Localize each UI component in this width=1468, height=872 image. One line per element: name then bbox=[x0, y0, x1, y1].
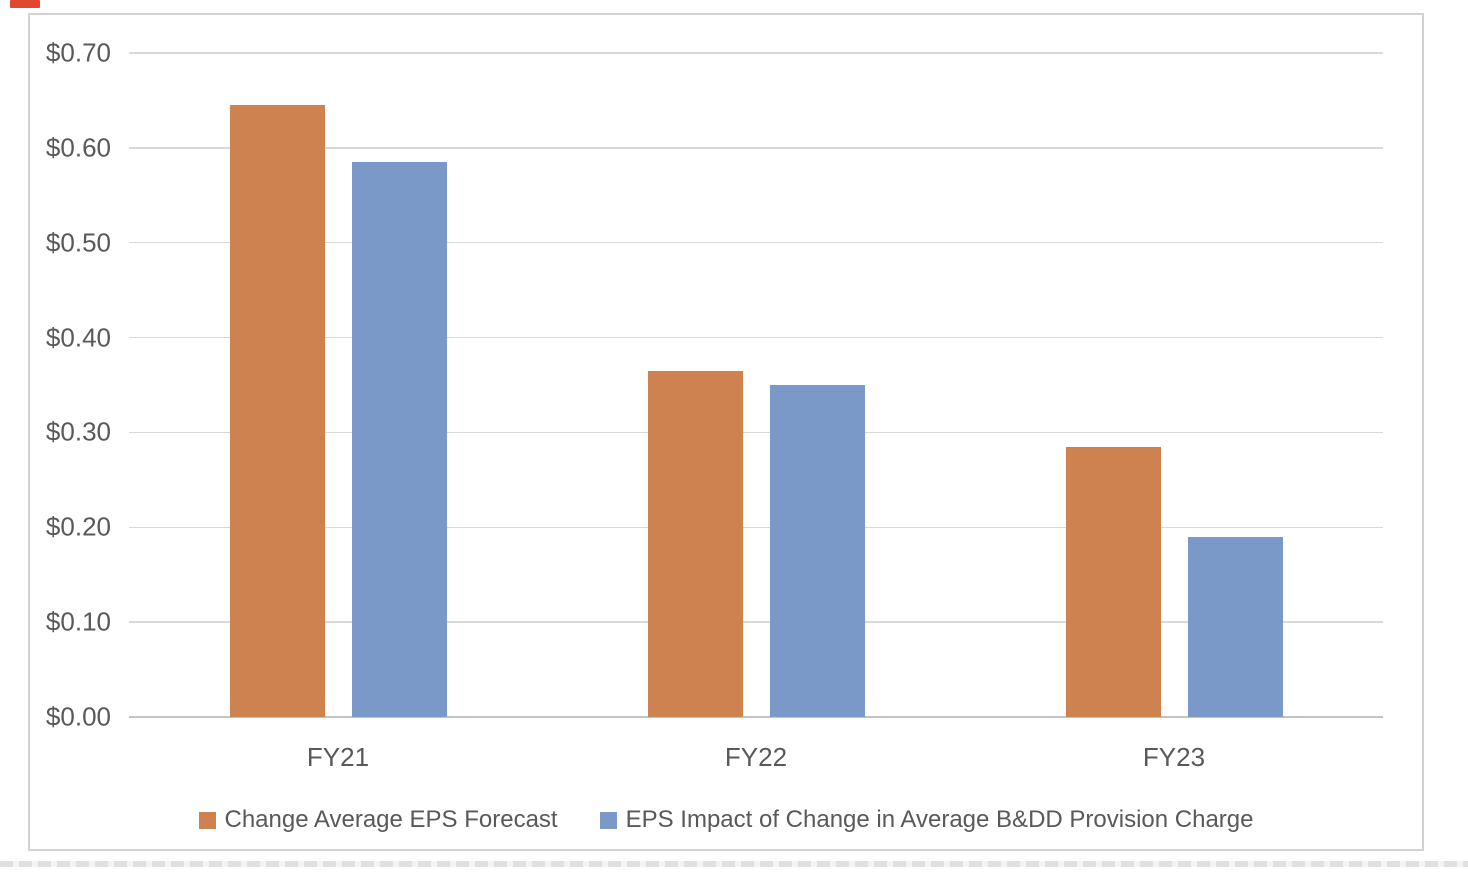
legend-item-2: EPS Impact of Change in Average B&DD Pro… bbox=[599, 806, 1254, 833]
gridline bbox=[129, 241, 1383, 244]
x-axis: FY21 FY22 FY23 bbox=[129, 742, 1383, 782]
bar-fy23-series-2 bbox=[1187, 536, 1283, 717]
y-tick-label: $0.30 bbox=[45, 416, 111, 447]
y-tick-label: $0.70 bbox=[45, 37, 111, 68]
gridline bbox=[129, 621, 1383, 623]
legend-item-1: Change Average EPS Forecast bbox=[198, 806, 558, 833]
bar-fy22-series-1 bbox=[647, 370, 743, 717]
y-tick-label: $0.40 bbox=[45, 322, 111, 353]
x-axis-baseline bbox=[129, 716, 1383, 718]
x-tick-label-fy21: FY21 bbox=[306, 742, 370, 772]
gridline bbox=[129, 431, 1383, 434]
legend-swatch-icon bbox=[599, 811, 617, 829]
y-tick-label: $0.00 bbox=[45, 701, 111, 732]
legend-label: EPS Impact of Change in Average B&DD Pro… bbox=[625, 806, 1254, 833]
y-tick-label: $0.60 bbox=[45, 132, 111, 163]
plot-area bbox=[129, 52, 1383, 718]
y-axis: $0.00 $0.10 $0.20 $0.30 $0.40 $0.50 $0.60 $0.70 bbox=[30, 38, 111, 732]
top-left-artifact-mark bbox=[10, 0, 40, 8]
x-tick-label-fy23: FY23 bbox=[1142, 742, 1206, 772]
x-tick-label-fy22: FY22 bbox=[724, 742, 788, 772]
legend-label: Change Average EPS Forecast bbox=[224, 806, 558, 833]
y-tick-label: $0.20 bbox=[45, 511, 111, 542]
bar-fy21-series-1 bbox=[229, 105, 325, 717]
bar-fy23-series-1 bbox=[1065, 446, 1161, 717]
legend-swatch-icon bbox=[198, 811, 216, 829]
y-tick-label: $0.50 bbox=[45, 227, 111, 258]
y-tick-label: $0.10 bbox=[45, 606, 111, 637]
gridline bbox=[129, 336, 1383, 339]
gridline bbox=[129, 526, 1383, 529]
chart-legend: Change Average EPS Forecast EPS Impact of… bbox=[30, 806, 1422, 833]
gridline bbox=[129, 52, 1383, 54]
bar-fy22-series-2 bbox=[769, 385, 865, 717]
bar-fy21-series-2 bbox=[351, 162, 447, 717]
bottom-edge-strip bbox=[0, 861, 1468, 867]
bar-chart: $0.00 $0.10 $0.20 $0.30 $0.40 $0.50 $0.60 $0.70… bbox=[28, 13, 1424, 851]
gridline bbox=[129, 147, 1383, 149]
